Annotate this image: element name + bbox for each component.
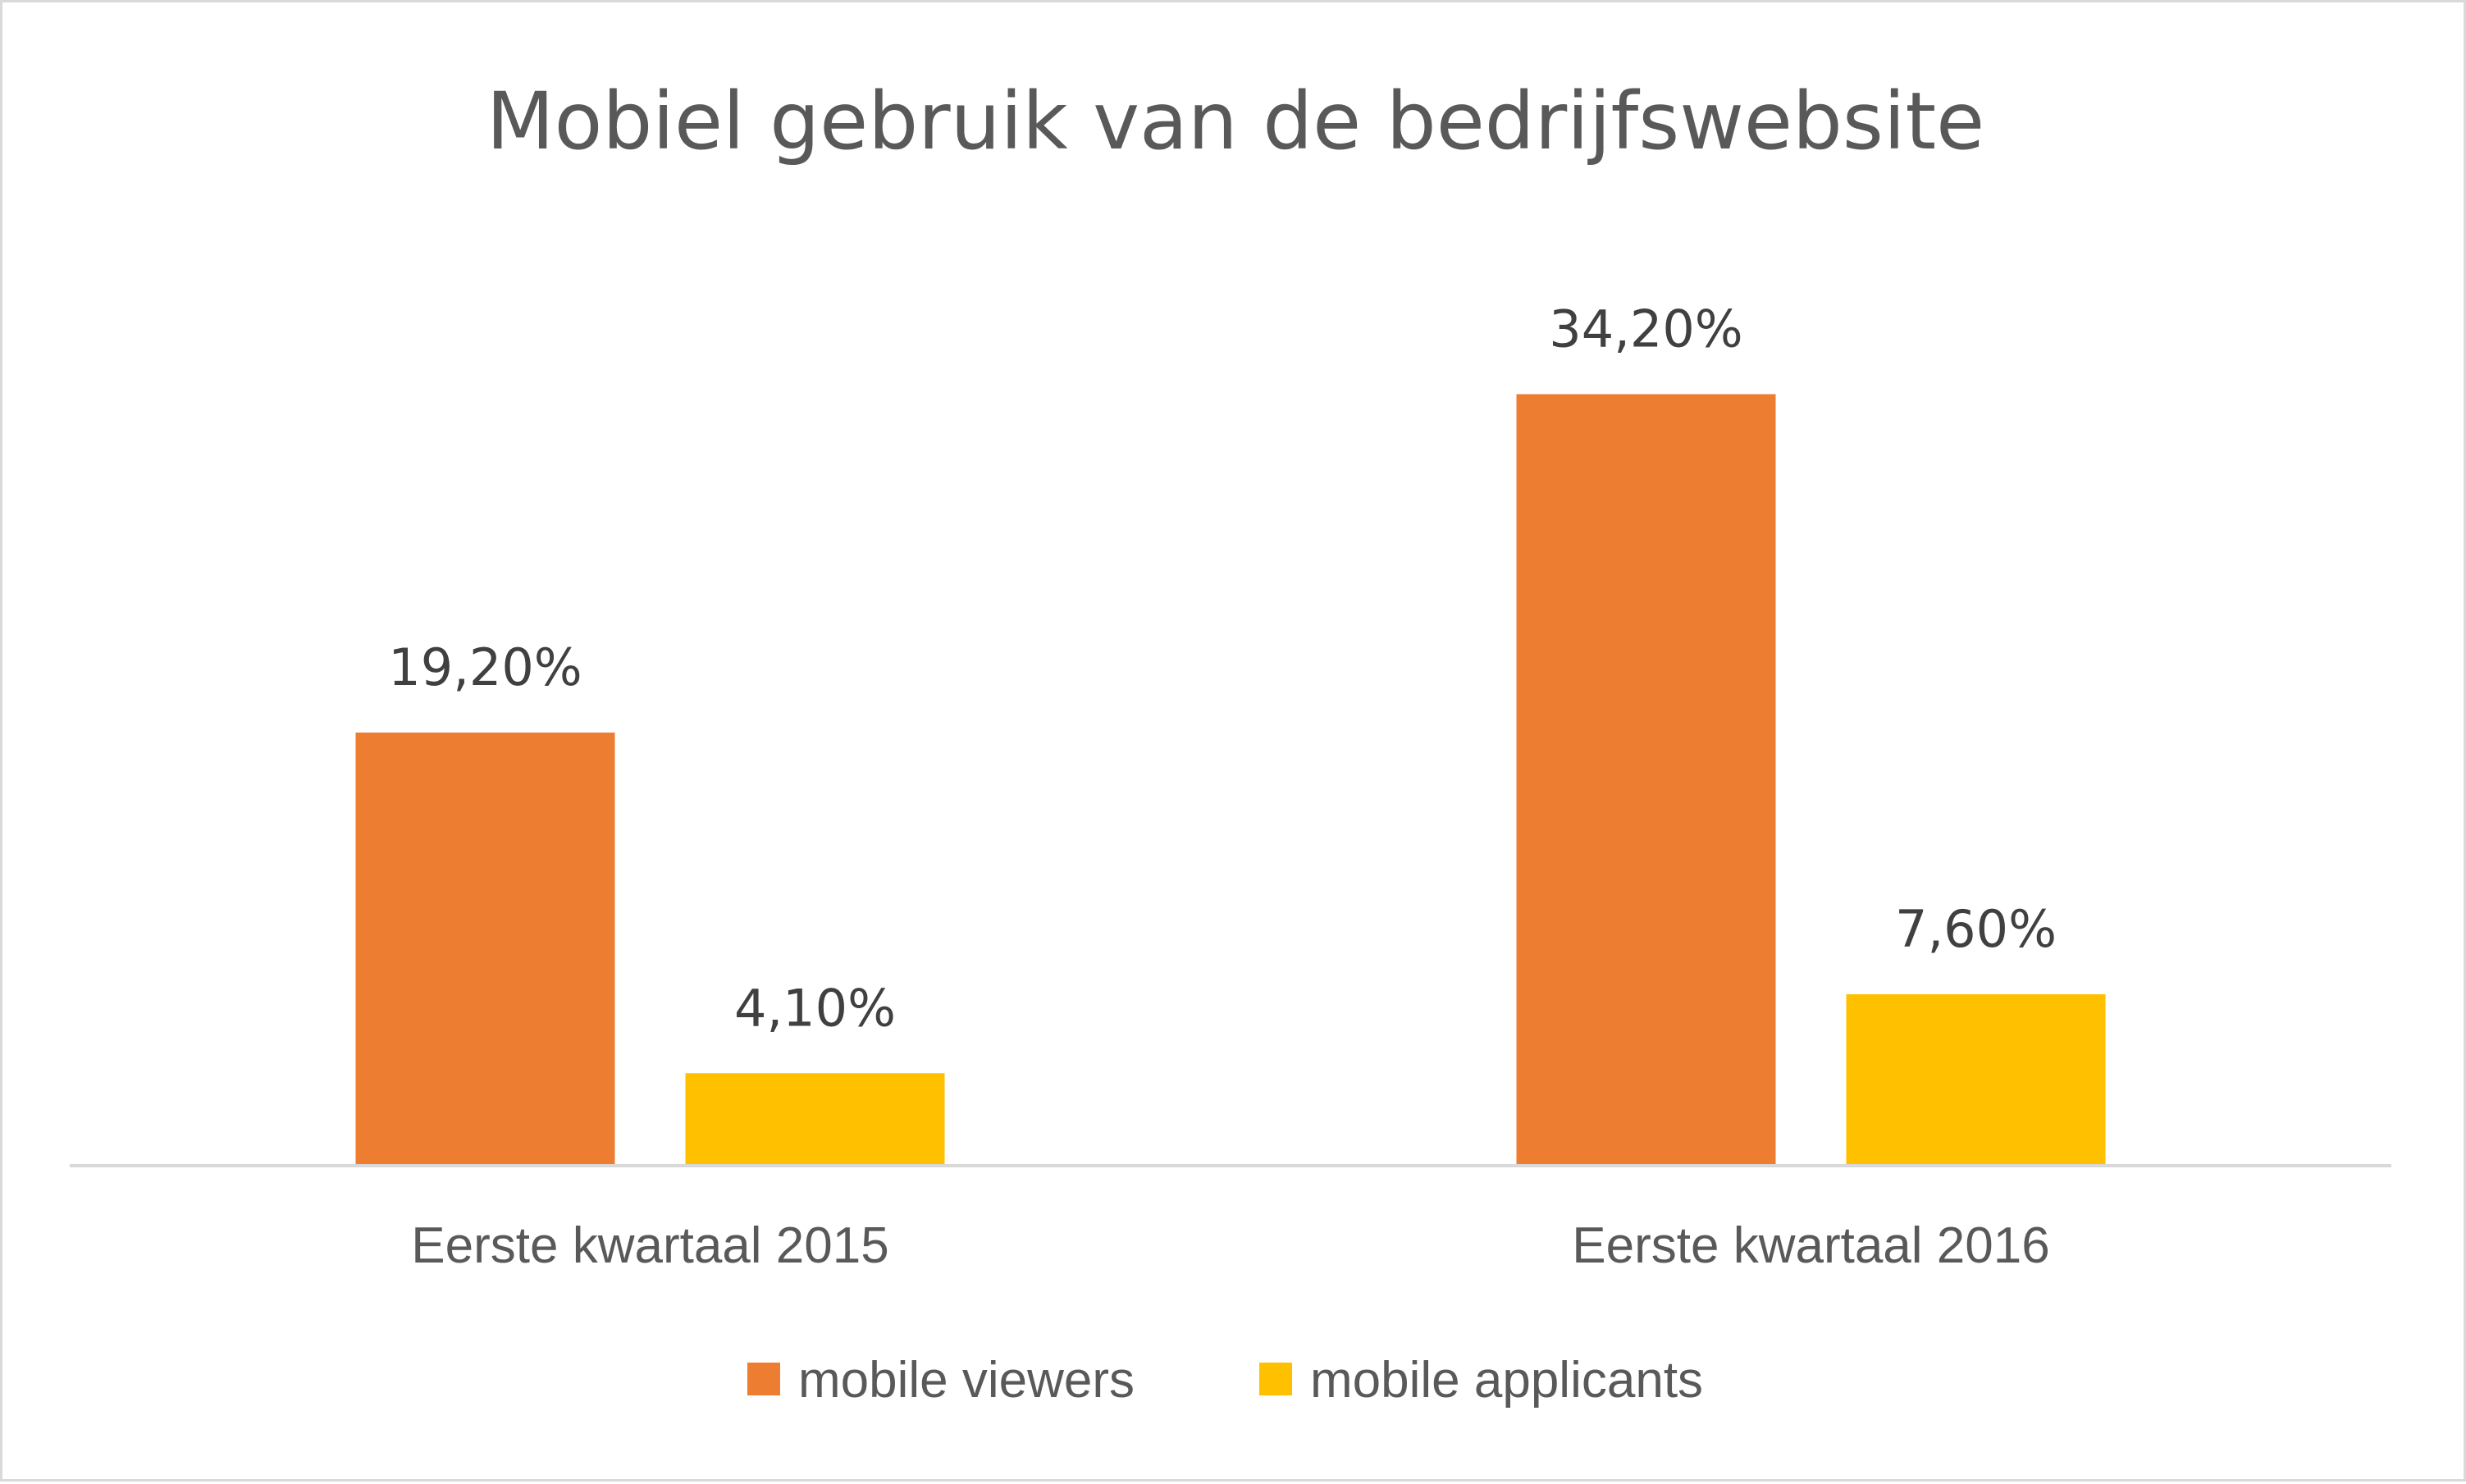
data-label: 4,10% — [734, 978, 896, 1038]
data-label: 34,20% — [1549, 299, 1742, 359]
bar — [1846, 994, 2106, 1166]
data-label: 19,20% — [388, 637, 582, 697]
legend-swatch — [747, 1363, 780, 1395]
bar — [685, 1073, 945, 1166]
chart-title: Mobiel gebruik van de bedrijfswebsite — [486, 75, 1984, 167]
labels-layer: 19,20% 4,10% Eerste kwartaal 2015 34,20% 7,6… — [388, 299, 2057, 1275]
bars-layer — [355, 394, 2106, 1166]
legend-swatch — [1259, 1363, 1292, 1395]
bar — [355, 733, 615, 1166]
data-label: 7,60% — [1895, 899, 2057, 959]
legend-label: mobile viewers — [798, 1352, 1135, 1409]
legend: mobile viewers mobile applicants — [747, 1352, 1703, 1409]
category-label: Eerste kwartaal 2016 — [1572, 1217, 2049, 1274]
legend-label: mobile applicants — [1310, 1352, 1703, 1409]
category-label: Eerste kwartaal 2015 — [411, 1217, 888, 1274]
bar — [1516, 394, 1776, 1166]
